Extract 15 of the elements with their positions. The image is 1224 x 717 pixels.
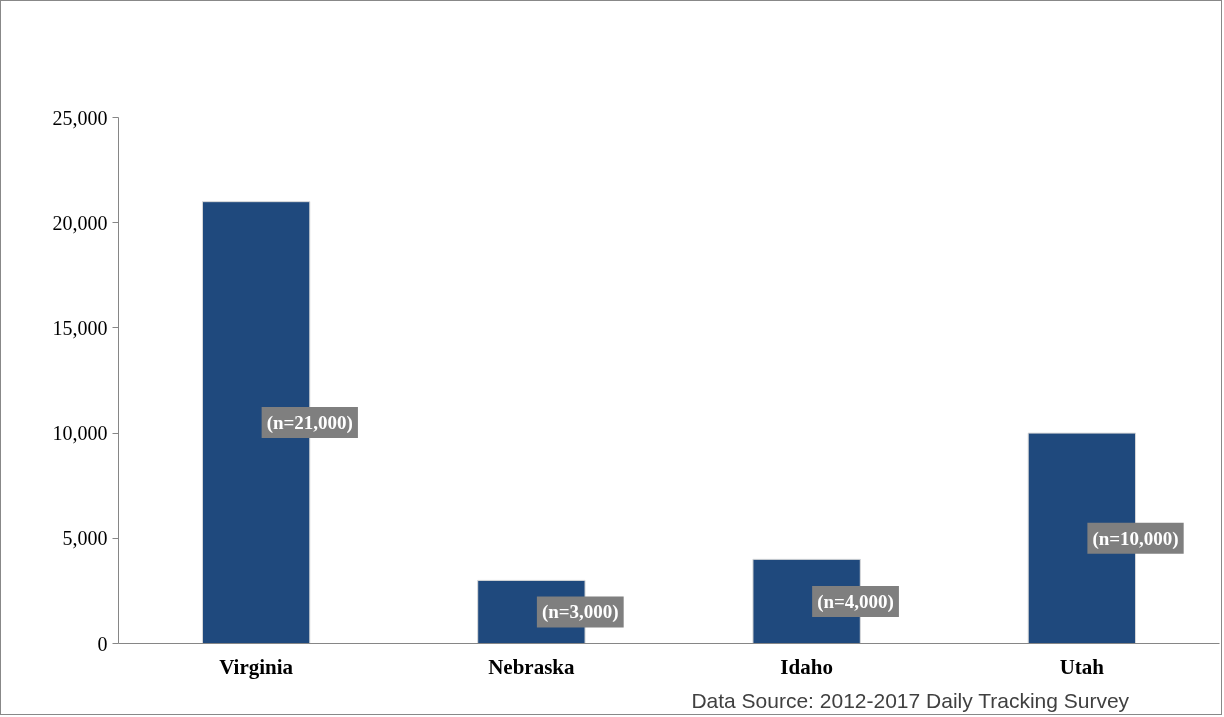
y-tick-label: 20,000 <box>52 211 108 234</box>
source-note: Data Source: 2012-2017 Daily Tracking Survey <box>691 688 1130 712</box>
data-label: (n=4,000) <box>817 590 894 613</box>
x-tick-label: Nebraska <box>488 654 576 679</box>
x-tick-label: Virginia <box>219 654 294 679</box>
data-label: (n=3,000) <box>541 601 619 624</box>
x-tick-label: Utah <box>1059 654 1105 679</box>
y-tick-label: 25,000 <box>52 106 108 129</box>
data-label: (n=10,000) <box>1092 527 1179 550</box>
y-tick-label: 5,000 <box>62 527 108 550</box>
y-tick-label: 10,000 <box>52 422 108 445</box>
y-tick-label: 15,000 <box>52 316 108 339</box>
x-tick-label: Idaho <box>780 654 833 679</box>
data-label: (n=21,000) <box>266 412 353 435</box>
y-tick-label: 0 <box>97 632 108 655</box>
